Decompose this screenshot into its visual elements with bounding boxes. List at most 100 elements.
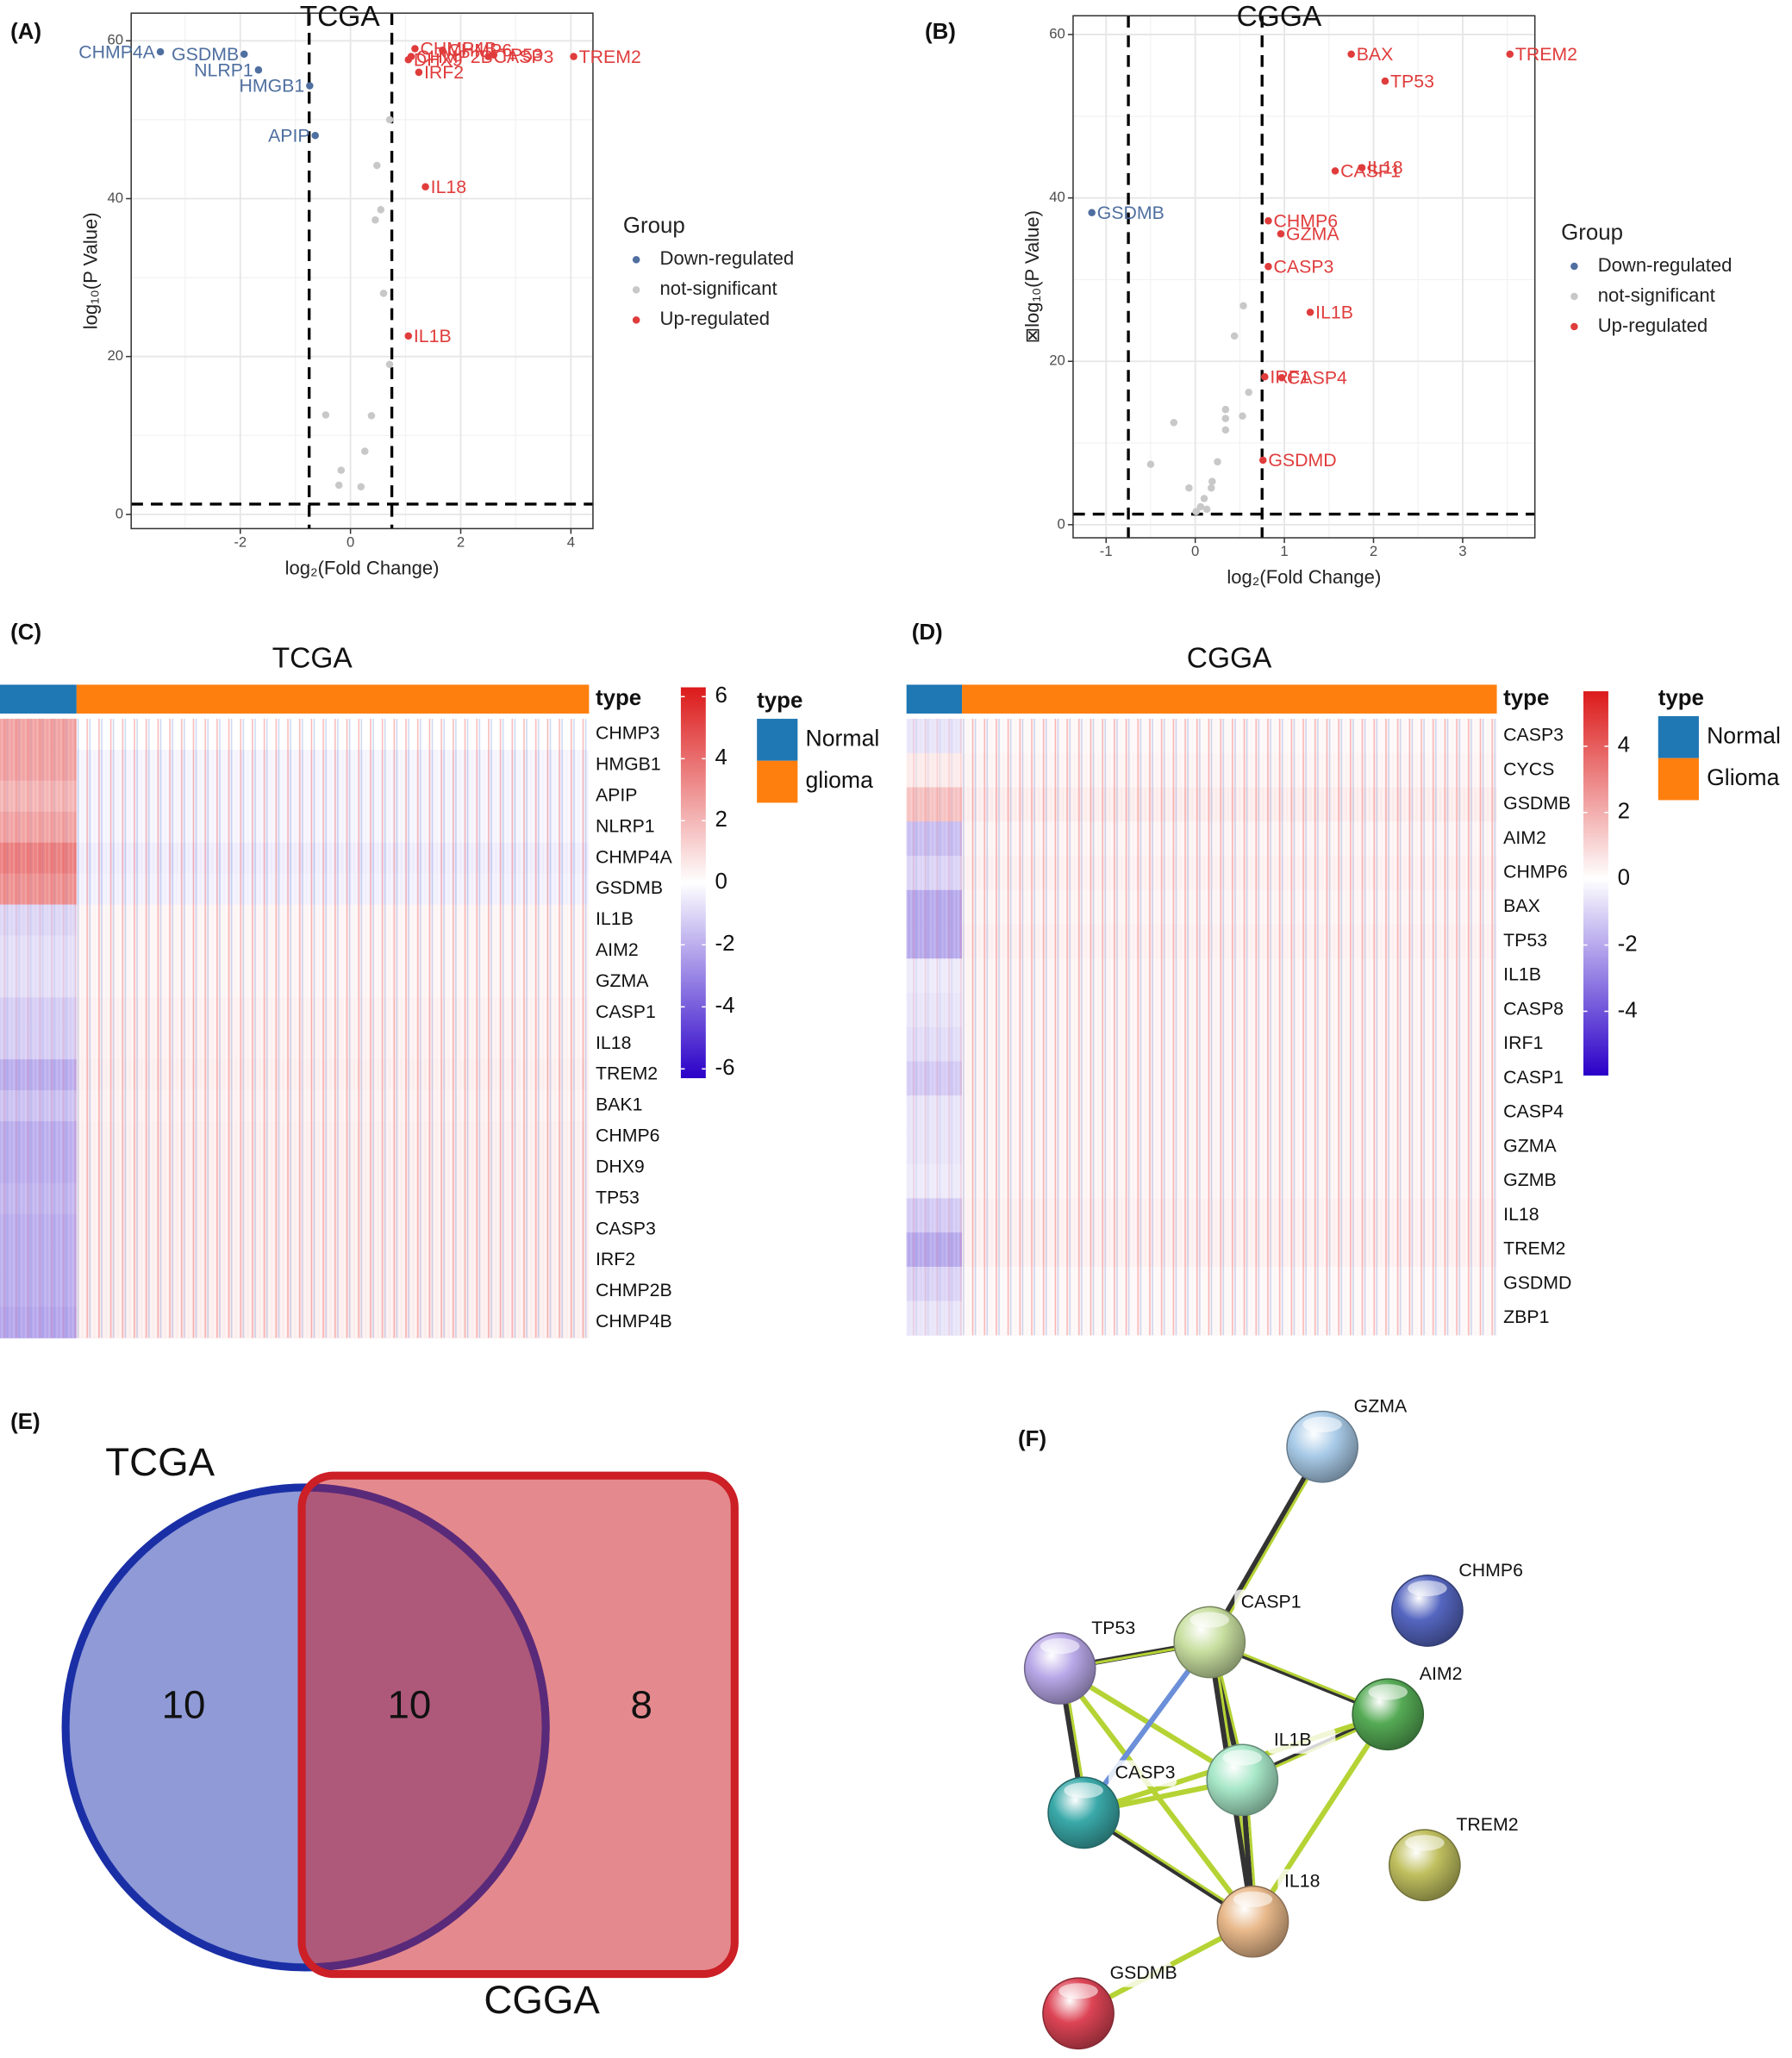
row-label: BAK1 — [596, 1094, 642, 1115]
heatmap-texture — [0, 719, 77, 1338]
row-label: TREM2 — [596, 1063, 658, 1084]
row-label: TP53 — [596, 1187, 640, 1207]
y-tick-label: 20 — [107, 347, 123, 364]
colorbar-label: 0 — [1618, 866, 1630, 890]
node-highlight — [1368, 1684, 1408, 1700]
legend-marker — [632, 286, 640, 294]
point — [156, 47, 165, 56]
panel-label: (A) — [10, 20, 41, 44]
point-label: GSDMD — [1268, 450, 1336, 471]
node-label: IL18 — [1284, 1871, 1320, 1892]
point — [1306, 309, 1314, 316]
colorbar-label: 6 — [715, 683, 727, 708]
row-label: CHMP3 — [596, 723, 660, 744]
row-label: CASP3 — [1503, 725, 1564, 745]
y-tick-label: 60 — [1049, 26, 1065, 42]
colorbar-label: -2 — [1618, 932, 1638, 956]
colorbar-label: -4 — [715, 994, 734, 1018]
node-label: AIM2 — [1420, 1663, 1463, 1684]
point — [1381, 77, 1389, 85]
point-label: DHX9 — [414, 49, 463, 70]
point-label: GSDMB — [1097, 203, 1164, 223]
venn-set-outline — [297, 1471, 739, 1979]
plot-border — [130, 12, 594, 530]
legend-label: Down-regulated — [1598, 254, 1733, 276]
point — [490, 51, 498, 59]
row-label: CASP1 — [1503, 1067, 1564, 1088]
chart-title: TCGA — [300, 1, 381, 33]
annotation-bar — [76, 684, 590, 714]
point-label: CASP4 — [1287, 367, 1347, 388]
node-label-bg — [1267, 1727, 1336, 1754]
point — [1221, 426, 1230, 434]
legend-label: Up-regulated — [1598, 315, 1708, 336]
node-label: CASP1 — [1241, 1591, 1302, 1612]
row-label: CHMP4A — [596, 846, 673, 867]
point-label: NLRP1 — [194, 59, 253, 80]
node-highlight — [1302, 1416, 1342, 1433]
y-tick-label: 40 — [1049, 189, 1065, 205]
point-label: APIP — [268, 125, 310, 146]
point — [1202, 505, 1211, 514]
point — [372, 215, 379, 224]
chart-title: CGGA — [1237, 1, 1322, 33]
point — [1239, 302, 1247, 310]
node-label: GZMA — [1354, 1396, 1408, 1417]
row-label: CHMP4B — [596, 1311, 672, 1331]
y-tick-label: 60 — [107, 32, 123, 48]
network-node — [1388, 1829, 1461, 1902]
point-label: IL1B — [414, 326, 452, 346]
venn-count: 8 — [631, 1683, 652, 1727]
panel-label: (D) — [912, 621, 943, 645]
point — [360, 447, 369, 455]
point — [379, 290, 388, 297]
point — [411, 45, 419, 53]
row-label: IL1B — [596, 908, 634, 929]
network-node — [1042, 1977, 1115, 2050]
point-label: IL18 — [1367, 158, 1402, 178]
node-label-bg — [1413, 1662, 1482, 1688]
colorbar-label: 4 — [1618, 733, 1630, 758]
point-label: CASP3 — [1274, 256, 1334, 277]
colorbar-label: 2 — [1618, 800, 1630, 824]
legend-marker — [1570, 262, 1578, 271]
point — [1258, 456, 1267, 465]
legend-label: not-significant — [1598, 284, 1715, 306]
point-label: GSDMB — [172, 44, 239, 65]
colorbar-label: 0 — [715, 870, 727, 894]
node-label-bg — [1102, 1961, 1172, 1987]
point-label: CASP3 — [494, 47, 554, 67]
point-label: HMGB1 — [239, 76, 304, 97]
point — [1261, 373, 1269, 381]
x-tick-label: -2 — [234, 534, 247, 551]
node-label-bg — [1084, 1616, 1153, 1643]
row-label: APIP — [596, 784, 638, 805]
row-label: GZMB — [1503, 1169, 1557, 1190]
node-label-bg — [1347, 1394, 1416, 1421]
node-label: CASP3 — [1115, 1762, 1176, 1782]
point-label: CHMP4A — [78, 41, 156, 62]
legend-label: Up-regulated — [660, 308, 770, 329]
row-label: IRF1 — [1503, 1032, 1543, 1053]
row-label: HMGB1 — [596, 754, 661, 775]
network-node — [1216, 1885, 1289, 1958]
venn-set — [302, 1475, 735, 1974]
legend-label: Down-regulated — [660, 247, 795, 269]
network-node — [1173, 1606, 1246, 1679]
network-edge — [1250, 1712, 1390, 1924]
plot-background — [1072, 16, 1535, 539]
point — [1200, 495, 1208, 502]
point — [1208, 483, 1215, 492]
node-label: CHMP6 — [1458, 1560, 1523, 1581]
annotation-title: type — [1503, 686, 1549, 710]
panel-label: (F) — [1018, 1427, 1046, 1451]
venn-count: 10 — [387, 1683, 431, 1727]
colorbar-label: -6 — [715, 1056, 734, 1080]
heatmap-texture — [906, 719, 963, 1336]
network-node — [1391, 1575, 1464, 1647]
network-node — [1206, 1743, 1279, 1817]
x-tick-label: 3 — [1458, 543, 1466, 559]
row-label: CHMP6 — [596, 1126, 660, 1146]
chart-title: TCGA — [272, 642, 353, 674]
